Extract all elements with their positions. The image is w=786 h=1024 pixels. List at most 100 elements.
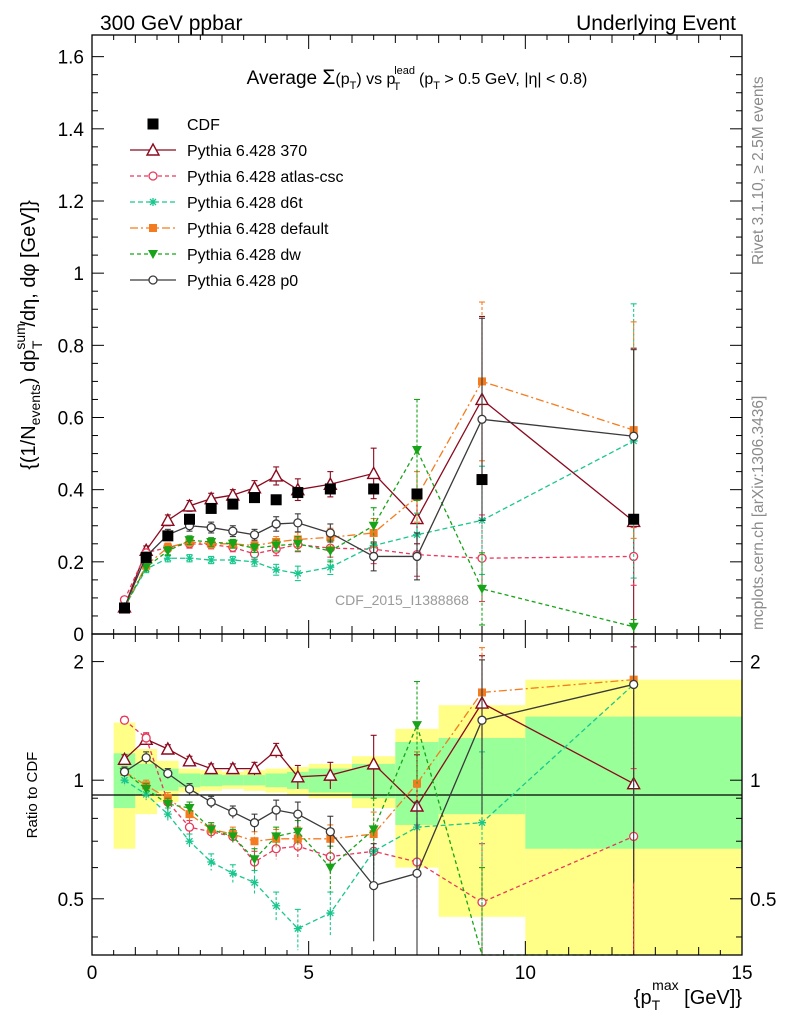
ratio-point-d6t	[228, 869, 237, 878]
point-p370	[247, 480, 262, 494]
ratio-point-p0	[228, 807, 238, 817]
ratio-point-dw	[368, 825, 379, 835]
point-d6t	[163, 554, 172, 563]
ratio-point-p370	[203, 761, 219, 775]
point-dw	[368, 521, 379, 531]
legend-label-cdf: CDF	[187, 117, 220, 134]
point-p370	[182, 498, 197, 512]
ratio-point-d6t	[478, 818, 486, 827]
x-tick-label: 5	[303, 963, 314, 984]
y-tick-label: 1.6	[58, 48, 84, 69]
x-tick-label: 10	[515, 963, 536, 984]
series-cdf	[119, 474, 640, 614]
x-axis-label: {pTmax [GeV]}	[634, 977, 743, 1013]
ratio-point-p0	[271, 805, 281, 815]
ratio-point-p0	[412, 868, 422, 879]
legend-item-default: Pythia 6.428 default	[130, 221, 329, 238]
main-y-axis-label: {(1/Nevents) dpsumT/dη, dφ [GeV]}	[12, 200, 45, 470]
x-tick-label: 0	[87, 963, 98, 984]
ratio-line-dw	[124, 723, 634, 956]
ratio-point-p370	[182, 753, 197, 767]
ratio-point-d6t	[250, 878, 259, 887]
ratio-point-p0	[629, 679, 639, 690]
legend-marker-dw	[148, 250, 158, 259]
y-tick-label: 0.4	[58, 481, 85, 502]
legend: CDF Pythia 6.428 370 Pythia 6.428 atlas-cs…	[130, 117, 344, 290]
point-cdf	[628, 513, 640, 525]
legend-item-p0: Pythia 6.428 p0	[130, 273, 298, 290]
point-cdf	[140, 552, 152, 564]
point-cdf	[249, 492, 260, 504]
legend-marker-p0	[148, 275, 158, 285]
point-d6t	[293, 569, 302, 578]
rivet-version-label: Rivet 3.1.10, ≥ 2.5M events	[750, 76, 767, 265]
legend-marker-default	[149, 224, 157, 232]
ratio-line-atlas	[124, 719, 634, 903]
series-line-p0	[123, 418, 634, 608]
legend-label-dw: Pythia 6.428 dw	[187, 247, 301, 264]
band-inner	[135, 763, 157, 795]
ratio-y-tick-label-right: 1	[750, 771, 761, 792]
ratio-point-dw	[249, 855, 260, 865]
point-p0	[249, 530, 260, 540]
ratio-y-tick-label: 1	[73, 771, 84, 792]
point-p370	[160, 512, 176, 527]
ratio-point-d6t	[163, 810, 172, 819]
ratio-point-d6t	[185, 837, 194, 846]
plot-title: Average Σ(pT) vs pTlead (pT > 0.5 GeV, |η…	[247, 65, 588, 93]
ratio-point-dw	[325, 863, 336, 873]
legend-label-default: Pythia 6.428 default	[187, 221, 329, 238]
point-p0	[293, 518, 303, 528]
ratio-point-p370	[290, 769, 306, 783]
ratio-line-d6t	[124, 683, 635, 930]
point-p0	[206, 522, 216, 533]
analysis-watermark: CDF_2015_I1388868	[335, 592, 469, 608]
point-dw	[412, 445, 422, 455]
ratio-y-tick-label: 2	[73, 653, 84, 674]
legend-item-p370: Pythia 6.428 370	[130, 142, 307, 160]
y-tick-label: 1	[73, 264, 84, 285]
legend-label-atlas: Pythia 6.428 atlas-csc	[187, 169, 344, 186]
point-p370	[268, 468, 284, 482]
ratio-y-tick-label-right: 0.5	[750, 890, 776, 911]
ratio-point-p0	[206, 797, 216, 807]
point-dw	[292, 539, 303, 549]
ratio-y-axis-label: Ratio to CDF	[24, 752, 41, 839]
legend-marker-atlas	[148, 171, 158, 181]
series-p370	[117, 315, 641, 635]
ratio-point-dw	[271, 832, 282, 842]
ratio-point-p0	[119, 767, 130, 777]
ratio-point-p0	[249, 818, 260, 828]
point-dw	[227, 539, 238, 549]
ratio-point-p0	[163, 768, 173, 779]
legend-marker-p370	[145, 142, 161, 156]
series-line-p370	[123, 398, 635, 608]
ratio-uncertainty-bands	[113, 679, 742, 955]
point-dw	[325, 547, 336, 557]
point-cdf	[227, 498, 239, 510]
point-p0	[412, 551, 422, 562]
x-tick-label: 15	[731, 963, 752, 984]
legend-marker-d6t	[149, 198, 157, 206]
ratio-y-tick-label: 0.5	[58, 890, 84, 911]
point-dw	[184, 536, 195, 546]
point-dw	[271, 541, 282, 551]
ratio-panel-frame	[91, 633, 743, 956]
band-inner	[178, 773, 201, 788]
ratio-point-p370	[268, 742, 284, 757]
point-cdf	[324, 483, 336, 495]
legend-label-p0: Pythia 6.428 p0	[187, 273, 298, 290]
point-d6t	[272, 565, 281, 574]
point-cdf	[184, 513, 195, 525]
ratio-point-dw	[184, 804, 195, 814]
point-p0	[228, 526, 238, 536]
y-tick-label: 0	[73, 625, 84, 646]
ratio-series-p0	[119, 633, 639, 955]
ratio-point-d6t	[326, 909, 335, 918]
ratio-point-d6t	[142, 790, 151, 799]
ratio-point-default	[293, 834, 302, 843]
ratio-panel-ticks: 0.5 0.5 1 1 2 2 0 5 10 15	[58, 634, 776, 984]
y-tick-label: 0.2	[58, 553, 84, 574]
ratio-point-dw	[412, 721, 422, 731]
header-right-label: Underlying Event	[576, 12, 736, 35]
